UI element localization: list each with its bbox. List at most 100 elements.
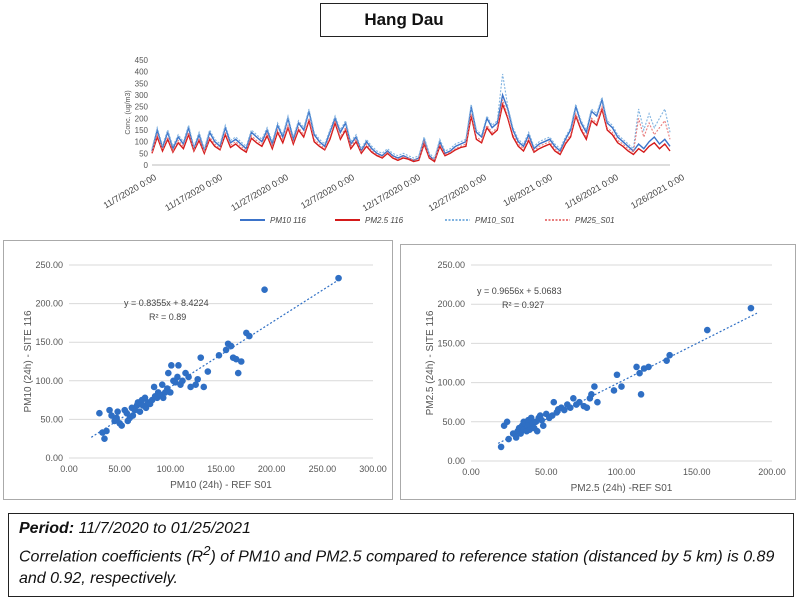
pm10-scatter-panel xyxy=(3,240,393,500)
pm25-point xyxy=(703,326,711,334)
ts-ytick-label: 250 xyxy=(135,103,149,112)
pm25-point xyxy=(613,371,621,379)
pm25-point xyxy=(645,363,652,371)
pm10-point xyxy=(108,412,115,419)
pm10-point xyxy=(194,375,201,383)
pm25-scatter-panel xyxy=(400,244,796,500)
pm10-xlabel: PM10 (24h) - REF S01 xyxy=(170,480,272,491)
ts-legend-label: PM10 116 xyxy=(270,216,306,225)
pm10-point xyxy=(227,342,235,350)
pm10-point xyxy=(118,422,125,429)
ts-ylabel: Conc. (ug/m3) xyxy=(125,90,132,134)
pm25-point xyxy=(505,435,512,443)
caption-box: Period: 11/7/2020 to 01/25/2021 Correlat… xyxy=(8,513,794,597)
time-series-chart: 0 50 100 150 200 250 300 350 400 450 Conc. (ug/m3)… xyxy=(102,56,686,225)
ts-ytick-label: 400 xyxy=(135,68,149,77)
ts-ytick-label: 0 xyxy=(144,161,149,170)
pm25-ytick-label: 50.00 xyxy=(442,417,465,427)
pm25-point xyxy=(533,427,541,435)
pm10-point xyxy=(165,369,172,377)
pm10-point xyxy=(200,383,208,391)
pm25-scatter-chart: 0.00 50.00 100.00 150.00 200.00 250.00 0.00 50.… xyxy=(425,260,786,494)
pm10-point xyxy=(335,274,342,282)
pm25-point xyxy=(583,404,591,411)
pm10-ylabel: PM10 (24h) - SITE 116 xyxy=(23,310,34,413)
pm10-ytick-label: 100.00 xyxy=(35,376,63,386)
pm25-ytick-label: 250.00 xyxy=(437,260,465,270)
pm10-xtick-label: 250.00 xyxy=(309,464,337,474)
pm25-point xyxy=(539,422,547,430)
ts-xtick-label: 11/27/2020 0:00 xyxy=(229,172,290,213)
pm25-point xyxy=(538,416,546,424)
pm10-ytick-label: 150.00 xyxy=(35,337,63,347)
pm25-ylabel: PM2.5 (24h) - SITE 116 xyxy=(425,310,436,415)
pm10-point xyxy=(185,373,192,381)
pm25-point xyxy=(591,383,598,390)
pm10-point xyxy=(187,383,194,391)
pm10-point xyxy=(172,379,179,386)
ts-series-line-2 xyxy=(151,73,671,160)
pm25-point xyxy=(666,351,673,359)
pm10-point xyxy=(106,406,113,414)
pm25-point xyxy=(550,398,558,406)
pm25-ytick-label: 100.00 xyxy=(437,378,465,388)
pm25-point xyxy=(588,391,595,398)
pm10-point xyxy=(101,435,108,442)
pm10-xtick-label: 0.00 xyxy=(60,464,78,474)
pm10-point xyxy=(215,352,223,359)
pm25-point xyxy=(512,434,520,441)
pm10-point xyxy=(158,381,166,388)
ts-legend-label: PM10_S01 xyxy=(475,216,515,225)
pm25-point xyxy=(503,418,511,426)
pm25-xtick-label: 150.00 xyxy=(683,467,711,477)
pm25-point xyxy=(570,394,577,402)
pm25-point xyxy=(594,398,601,406)
ts-legend-label: PM2.5 116 xyxy=(365,216,404,225)
pm25-xtick-label: 100.00 xyxy=(608,467,636,477)
pm25-point xyxy=(618,383,625,390)
pm10-point xyxy=(129,412,137,419)
pm10-ytick-label: 0.00 xyxy=(45,453,63,463)
ts-ytick-label: 350 xyxy=(135,79,149,88)
pm10-point xyxy=(246,332,253,340)
pm10-ytick-label: 200.00 xyxy=(35,299,63,309)
pm10-point xyxy=(174,373,181,381)
period-value: 11/7/2020 to 01/25/2021 xyxy=(74,520,251,537)
pm25-point xyxy=(610,387,618,394)
pm10-point xyxy=(204,368,212,375)
pm10-r2: R² = 0.89 xyxy=(149,312,186,322)
pm25-point xyxy=(561,406,568,414)
pm10-point xyxy=(136,408,144,415)
pm10-point xyxy=(113,414,120,422)
caption-text-prefix: Correlation coefficients (R xyxy=(19,548,204,566)
pm25-point xyxy=(747,304,755,312)
pm25-equation: y = 0.9656x + 5.0683 xyxy=(477,286,562,296)
caption-superscript: 2 xyxy=(203,543,211,558)
ts-xtick-label: 12/27/2020 0:00 xyxy=(427,172,488,213)
pm25-ytick-label: 150.00 xyxy=(437,338,465,348)
pm10-point xyxy=(222,346,230,354)
pm10-point xyxy=(103,427,110,435)
ts-xtick-label: 11/7/2020 0:00 xyxy=(102,172,158,210)
ts-xtick-label: 11/17/2020 0:00 xyxy=(163,172,224,213)
pm10-point xyxy=(150,383,158,391)
pm25-xtick-label: 50.00 xyxy=(535,467,558,477)
ts-xtick-label: 12/7/2020 0:00 xyxy=(299,172,356,211)
ts-series-line-1 xyxy=(151,101,671,163)
pm25-xtick-label: 200.00 xyxy=(758,467,786,477)
pm10-equation: y = 0.8355x + 8.4224 xyxy=(124,298,209,308)
pm25-point xyxy=(497,443,505,451)
pm10-point xyxy=(232,355,240,363)
pm10-point xyxy=(237,358,245,365)
pm10-xtick-label: 100.00 xyxy=(157,464,185,474)
pm10-xtick-label: 150.00 xyxy=(207,464,235,474)
pm25-point xyxy=(576,398,583,406)
pm10-point xyxy=(192,381,199,388)
pm25-point xyxy=(527,414,535,422)
pm10-xtick-label: 50.00 xyxy=(108,464,131,474)
ts-ytick-label: 450 xyxy=(135,56,149,65)
caption-period: Period: 11/7/2020 to 01/25/2021 xyxy=(19,518,783,540)
pm10-point xyxy=(175,362,182,369)
pm25-xtick-label: 0.00 xyxy=(462,467,480,477)
pm25-ytick-label: 0.00 xyxy=(447,456,465,466)
